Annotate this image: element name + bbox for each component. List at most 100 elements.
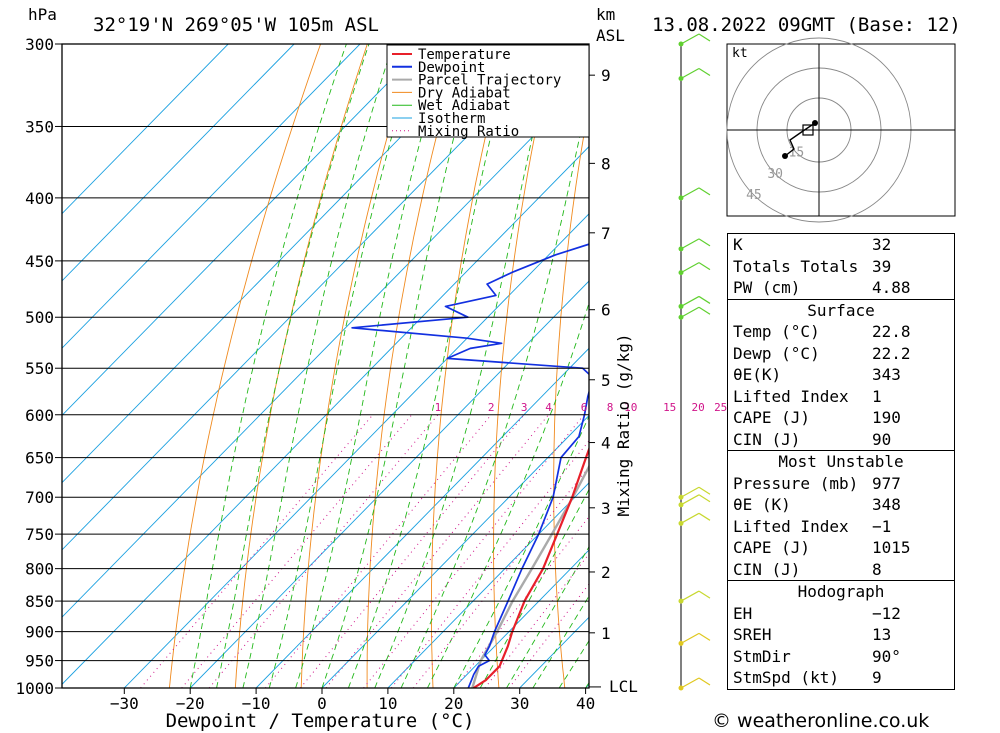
hodograph-unit-label: kt: [732, 46, 748, 61]
index-value: −1: [872, 516, 892, 536]
height-axis: 9 8 7 6 5 4 3 2 1 LCL: [588, 44, 638, 696]
index-value: 22.8: [872, 322, 911, 341]
mixing-ratio-label: 8: [607, 401, 614, 414]
indices-panel: K 32 Totals Totals 39 PW (cm) 4.88 Surface Te…: [727, 233, 955, 690]
pressure-tick-label: 650: [25, 449, 54, 468]
wet-adiabat: [374, 44, 555, 688]
lcl-label: LCL: [609, 677, 638, 696]
index-value: 343: [872, 365, 901, 384]
pressure-tick-label: 800: [25, 560, 54, 579]
temp-tick-label: 30: [510, 694, 529, 713]
km-tick-label: 4: [601, 434, 611, 453]
index-label: Totals Totals: [733, 256, 859, 276]
sounding-profiles: [351, 243, 589, 688]
mixing-ratio-axis-title: Mixing Ratio (g/kg): [614, 333, 633, 516]
dry-adiabat: [668, 44, 696, 688]
dry-adiabat: [974, 44, 1000, 688]
storm-motion-marker: [802, 124, 814, 136]
x-axis-title: Dewpoint / Temperature (°C): [166, 710, 475, 732]
mixing-ratio-label: 25: [714, 401, 727, 414]
wind-barb-flag: [698, 494, 711, 503]
wet-adiabat: [295, 44, 448, 688]
mixing-ratio-label: 15: [663, 401, 676, 414]
index-label: Pressure (mb): [733, 473, 859, 493]
wind-barb: [680, 494, 700, 506]
isotherm-line: [387, 482, 589, 688]
wind-barb-flag: [698, 187, 711, 196]
temperature-line: [473, 446, 589, 688]
index-label: CAPE (J): [733, 408, 811, 427]
hodograph-ring-label: 45: [746, 188, 762, 203]
index-row: CIN (J) 90: [728, 429, 954, 451]
legend-entry: Mixing Ratio: [418, 124, 519, 140]
isotherm-line: [321, 414, 589, 688]
index-row: Dewp (°C) 22.2: [728, 343, 954, 365]
isotherm-line: [453, 549, 589, 688]
index-value: 22.2: [872, 343, 911, 363]
legend-entry: Isotherm: [418, 111, 485, 127]
wind-barb-flag: [698, 33, 711, 42]
wind-barb-flag: [698, 677, 711, 686]
wind-barb-flag: [698, 512, 711, 521]
hodograph: 15 30 45 kt: [726, 37, 956, 223]
index-value: 9: [872, 668, 882, 687]
dewpoint-line: [351, 243, 589, 688]
hodograph-ring-label: 30: [767, 167, 783, 182]
index-label: K: [733, 235, 743, 254]
legend-entry: Dewpoint: [418, 60, 485, 76]
legend-entry: Dry Adiabat: [418, 85, 511, 101]
isotherm-line: [62, 44, 427, 416]
index-value: 348: [872, 495, 901, 514]
index-value: 977: [872, 473, 901, 493]
index-label: PW (cm): [733, 278, 801, 297]
wind-barb-flag: [698, 486, 711, 495]
index-row: SREH 13: [728, 624, 954, 646]
index-value: 39: [872, 256, 892, 276]
mixing-ratio-label: 6: [581, 401, 588, 414]
index-row: Lifted Index −1: [728, 516, 954, 538]
surface-block: Surface Temp (°C) 22.8 Dewp (°C) 22.2 θE(K) 3…: [727, 298, 955, 451]
pressure-tick-label: 850: [25, 592, 54, 611]
hodograph-ring-label: 15: [789, 146, 805, 161]
mixing-ratio-line: [300, 414, 525, 688]
index-row: θE (K) 348: [728, 494, 954, 516]
parcel-trajectory-line: [471, 464, 589, 688]
temp-tick-label: −10: [242, 694, 271, 713]
index-label: CIN (J): [733, 429, 801, 449]
mixing-ratio-lines: [140, 414, 589, 688]
isotherm-line: [62, 145, 589, 685]
wind-barb: [680, 67, 700, 80]
km-unit-label: km: [596, 5, 615, 24]
datetime-title: 13.08.2022 09GMT (Base: 12): [652, 14, 961, 36]
wind-barb: [680, 632, 700, 644]
index-row: EH −12: [728, 603, 954, 625]
isotherm-line: [255, 347, 589, 688]
index-value: 1015: [872, 538, 911, 557]
plot-frame: [61, 43, 590, 689]
credit-text: © weatheronline.co.uk: [712, 710, 930, 732]
mixing-ratio-label: 10: [624, 401, 637, 414]
hodograph-trace: [784, 122, 816, 157]
pressure-tick-label: 600: [25, 406, 54, 425]
index-row: CIN (J) 8: [728, 559, 954, 581]
index-value: 4.88: [872, 278, 911, 297]
surface-title: Surface: [807, 300, 875, 320]
wind-barb-flag: [698, 68, 711, 77]
temp-tick-label: 40: [576, 694, 595, 713]
wet-adiabat: [347, 44, 514, 688]
dry-adiabat: [430, 44, 508, 688]
wet-adiabat: [189, 44, 347, 688]
temperature-axis: −30 −20 −10 0 10 20 30 40: [110, 688, 595, 713]
index-label: Lifted Index: [733, 516, 849, 536]
temp-tick-label: 0: [317, 694, 327, 713]
index-row: StmSpd (kt) 9: [728, 667, 954, 689]
isotherm-line: [62, 78, 589, 618]
pressure-tick-label: 450: [25, 252, 54, 271]
index-row: StmDir 90°: [728, 646, 954, 668]
hodograph-indices-block: Hodograph EH −12 SREH 13 StmDir 90° StmSpd (kt…: [727, 580, 955, 690]
wind-barb: [680, 306, 700, 318]
isotherm-lines: [62, 44, 589, 688]
mixing-ratio-label: 2: [488, 401, 495, 414]
